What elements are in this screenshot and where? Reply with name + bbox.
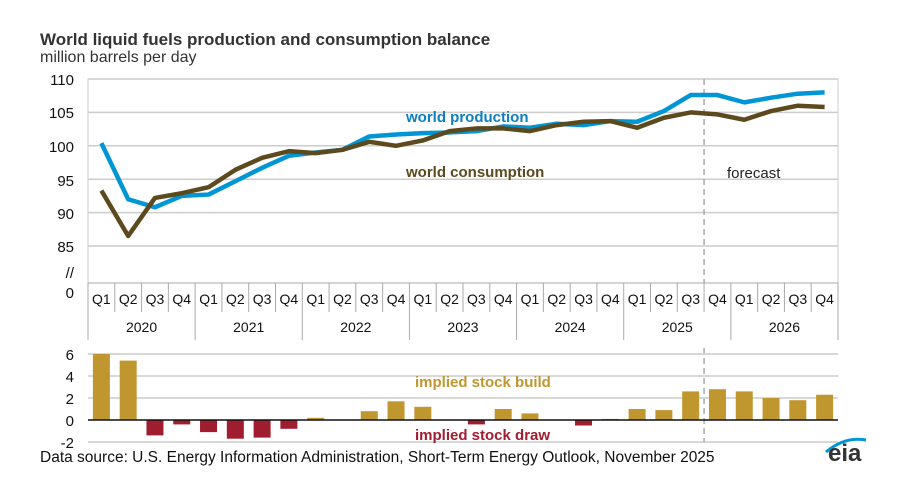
series-label-consumption: world consumption [405,164,544,181]
bar [414,406,432,420]
x-tick-label: Q3 [146,291,165,307]
x-tick-label: Q4 [172,291,191,307]
x-tick-label: Q4 [494,291,513,307]
series-label-production: world production [405,109,528,126]
bar [146,420,164,436]
y-tick-label: 95 [57,173,74,190]
x-tick-label: Q1 [92,291,111,307]
year-label: 2026 [769,319,800,335]
bar [226,420,244,439]
x-tick-label: Q4 [708,291,727,307]
data-source: Data source: U.S. Energy Information Adm… [40,449,715,466]
y-tick-label: // [66,265,75,282]
x-tick-label: Q4 [387,291,406,307]
bar [92,354,110,420]
x-tick-label: Q1 [628,291,647,307]
y-tick-label: 90 [57,206,74,223]
y-tick-label: 110 [50,72,74,89]
bar [360,411,378,420]
x-tick-label: Q3 [574,291,593,307]
y-tick-label: 4 [66,369,74,386]
eia-logo: eia [828,440,862,467]
y-tick-label: 105 [49,105,74,122]
chart-subtitle: million barrels per day [40,49,197,66]
bar [521,413,539,420]
x-tick-label: Q2 [226,291,245,307]
year-label: 2023 [447,319,478,335]
x-tick-label: Q3 [253,291,272,307]
x-tick-label: Q3 [467,291,486,307]
year-label: 2020 [126,319,157,335]
bar [708,389,726,420]
x-tick-label: Q4 [601,291,620,307]
bar [387,401,405,420]
x-tick-label: Q4 [280,291,299,307]
x-tick-label: Q1 [306,291,325,307]
y-tick-label: 2 [66,391,74,408]
bar [467,420,485,425]
draw-label: implied stock draw [415,427,550,444]
y-tick-label: 100 [49,139,74,156]
bar [280,420,298,429]
bar [789,400,807,420]
bar [494,409,512,420]
bar [253,420,271,438]
bar [307,417,325,420]
x-tick-label: Q2 [119,291,138,307]
y-tick-label: -2 [61,435,74,452]
bar [119,360,137,420]
x-tick-label: Q2 [333,291,352,307]
bar [816,394,834,420]
bar [655,410,673,420]
x-tick-label: Q4 [815,291,834,307]
x-tick-label: Q2 [655,291,674,307]
x-tick-label: Q1 [199,291,218,307]
x-tick-label: Q1 [521,291,540,307]
year-label: 2025 [662,319,693,335]
bar [682,391,700,420]
x-tick-label: Q1 [413,291,432,307]
bar [628,409,646,420]
y-tick-label: 0 [66,285,74,302]
x-tick-label: Q3 [360,291,379,307]
bar [173,420,191,425]
eia-logo-swoosh [825,437,867,454]
x-tick-label: Q2 [762,291,781,307]
x-tick-label: Q3 [788,291,807,307]
build-label: implied stock build [415,374,551,391]
bar [762,398,780,420]
bar [200,420,218,433]
x-tick-label: Q2 [440,291,459,307]
y-tick-label: 6 [66,347,74,364]
bar [575,420,593,426]
y-tick-label: 0 [66,413,74,430]
x-tick-label: Q2 [547,291,566,307]
series-line-consumption [99,103,825,239]
year-label: 2021 [233,319,264,335]
chart-title: World liquid fuels production and consum… [40,30,491,49]
x-tick-label: Q3 [681,291,700,307]
bar [735,391,753,420]
y-tick-label: 85 [57,239,74,256]
forecast-label: forecast [727,165,781,182]
year-label: 2022 [340,319,371,335]
x-tick-label: Q1 [735,291,754,307]
year-label: 2024 [555,319,586,335]
